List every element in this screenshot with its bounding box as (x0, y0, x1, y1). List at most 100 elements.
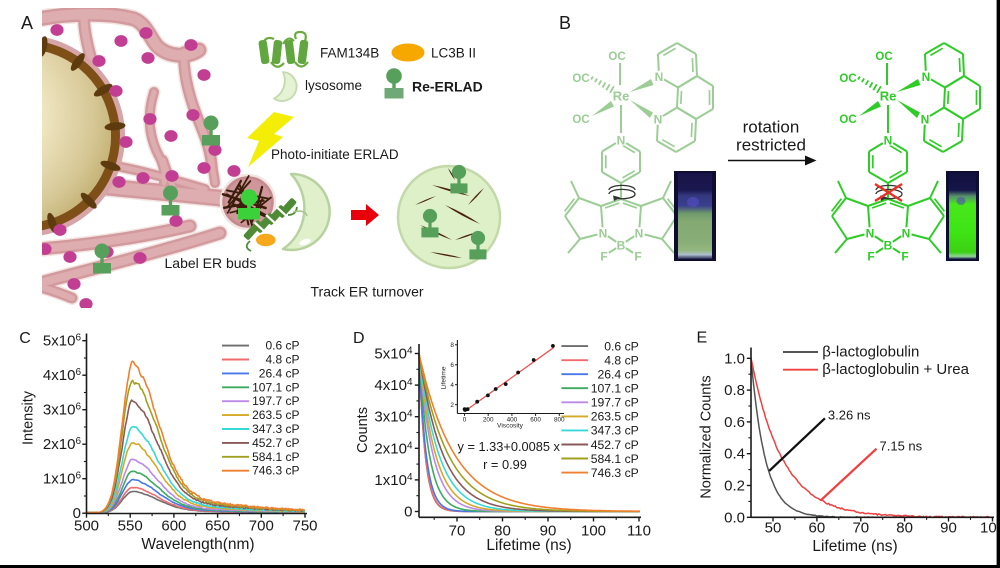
svg-text:OC: OC (839, 73, 856, 85)
svg-text:50: 50 (765, 520, 782, 537)
svg-text:y = 1.33+0.0085 x: y = 1.33+0.0085 x (458, 439, 561, 454)
svg-text:26.4 cP: 26.4 cP (259, 366, 300, 380)
svg-text:750: 750 (292, 518, 317, 535)
svg-text:6: 6 (450, 362, 454, 369)
svg-text:0.8: 0.8 (724, 382, 745, 399)
svg-text:Track ER turnover: Track ER turnover (311, 284, 424, 300)
svg-text:2x104: 2x104 (374, 440, 413, 458)
svg-text:746.3 cP: 746.3 cP (591, 466, 639, 480)
svg-text:lysosome: lysosome (305, 78, 362, 93)
svg-text:Wavelength(nm): Wavelength(nm) (141, 536, 254, 553)
svg-text:5x106: 5x106 (43, 332, 82, 350)
svg-text:584.1 cP: 584.1 cP (252, 450, 299, 464)
svg-text:584.1 cP: 584.1 cP (591, 452, 639, 466)
svg-text:Counts: Counts (355, 407, 371, 453)
svg-text:452.7 cP: 452.7 cP (252, 436, 299, 450)
svg-text:0: 0 (404, 504, 412, 521)
svg-text:600: 600 (530, 417, 541, 424)
svg-text:N: N (617, 133, 626, 147)
svg-text:Lifetime: Lifetime (441, 366, 448, 389)
svg-text:LC3B II: LC3B II (431, 46, 476, 61)
svg-text:200: 200 (483, 417, 494, 424)
svg-text:2x106: 2x106 (43, 436, 82, 454)
svg-text:263.5 cP: 263.5 cP (252, 408, 299, 422)
svg-text:400: 400 (507, 417, 518, 424)
svg-text:60: 60 (809, 520, 826, 537)
svg-text:OC: OC (608, 51, 625, 63)
svg-text:Re: Re (880, 89, 897, 104)
svg-text:70: 70 (449, 523, 466, 540)
svg-text:OC: OC (572, 73, 589, 85)
svg-text:Lifetime (ns): Lifetime (ns) (812, 538, 897, 555)
svg-text:B: B (559, 13, 571, 33)
svg-text:107.1 cP: 107.1 cP (591, 382, 639, 396)
svg-text:80: 80 (896, 520, 913, 537)
svg-text:Label ER buds: Label ER buds (165, 255, 257, 271)
svg-text:700: 700 (249, 518, 274, 535)
svg-text:100: 100 (581, 523, 606, 540)
svg-text:OC: OC (875, 51, 892, 63)
svg-text:197.7 cP: 197.7 cP (591, 396, 639, 410)
svg-text:Lifetime (ns): Lifetime (ns) (486, 537, 571, 554)
svg-text:0.6 cP: 0.6 cP (604, 339, 639, 353)
svg-text:107.1 cP: 107.1 cP (252, 380, 299, 394)
svg-text:N: N (599, 226, 608, 240)
svg-text:F: F (600, 249, 607, 263)
svg-text:restricted: restricted (736, 136, 806, 155)
svg-text:F: F (867, 249, 874, 263)
svg-text:0: 0 (73, 505, 81, 522)
svg-text:4: 4 (450, 382, 454, 389)
svg-text:70: 70 (852, 520, 869, 537)
svg-text:650: 650 (205, 518, 230, 535)
svg-text:550: 550 (118, 518, 143, 535)
svg-text:0: 0 (463, 417, 467, 424)
svg-text:OC: OC (839, 114, 856, 126)
svg-text:347.3 cP: 347.3 cP (591, 424, 639, 438)
svg-text:2: 2 (450, 402, 454, 409)
svg-text:N: N (866, 226, 875, 240)
svg-text:347.3 cP: 347.3 cP (252, 422, 299, 436)
svg-text:Viscosity: Viscosity (497, 423, 524, 430)
svg-text:Re-ERLAD: Re-ERLAD (412, 79, 483, 95)
svg-text:N: N (921, 112, 930, 126)
svg-text:0.4: 0.4 (724, 446, 745, 463)
svg-text:0.6: 0.6 (724, 414, 745, 431)
svg-text:0.2: 0.2 (724, 478, 745, 495)
svg-text:B: B (617, 238, 626, 252)
svg-text:r = 0.99: r = 0.99 (483, 457, 527, 472)
svg-text:26.4 cP: 26.4 cP (597, 368, 638, 382)
svg-text:0.0: 0.0 (724, 509, 745, 526)
svg-text:N: N (635, 226, 644, 240)
svg-text:B: B (884, 238, 893, 252)
svg-text:8: 8 (450, 342, 454, 349)
svg-text:746.3 cP: 746.3 cP (252, 464, 299, 478)
svg-text:452.7 cP: 452.7 cP (591, 438, 639, 452)
svg-text:N: N (654, 112, 663, 126)
svg-text:263.5 cP: 263.5 cP (591, 410, 639, 424)
svg-text:500: 500 (74, 518, 99, 535)
svg-text:N: N (922, 70, 931, 84)
svg-text:3.26 ns: 3.26 ns (828, 407, 871, 422)
svg-text:3x106: 3x106 (43, 401, 82, 419)
svg-text:β-lactoglobulin: β-lactoglobulin (822, 344, 919, 361)
svg-text:FAM134B: FAM134B (320, 46, 379, 61)
svg-text:4x104: 4x104 (374, 377, 413, 395)
svg-text:90: 90 (540, 523, 557, 540)
svg-text:β-lactoglobulin + Urea: β-lactoglobulin + Urea (822, 361, 969, 378)
svg-text:N: N (884, 133, 893, 147)
svg-text:7.15 ns: 7.15 ns (880, 439, 923, 454)
svg-text:90: 90 (940, 520, 957, 537)
svg-text:A: A (21, 13, 33, 33)
svg-text:3x104: 3x104 (374, 408, 413, 426)
svg-text:Normalized Counts: Normalized Counts (699, 375, 715, 498)
svg-text:1.0: 1.0 (724, 350, 745, 367)
svg-text:1x106: 1x106 (43, 470, 82, 488)
svg-text:E: E (697, 330, 708, 347)
svg-text:F: F (634, 249, 641, 263)
svg-text:0.6 cP: 0.6 cP (265, 339, 299, 353)
svg-text:Photo-initiate ERLAD: Photo-initiate ERLAD (271, 147, 399, 162)
svg-text:100: 100 (980, 520, 1000, 537)
svg-text:110: 110 (627, 523, 651, 540)
svg-text:D: D (353, 330, 365, 347)
svg-text:OC: OC (572, 114, 589, 126)
